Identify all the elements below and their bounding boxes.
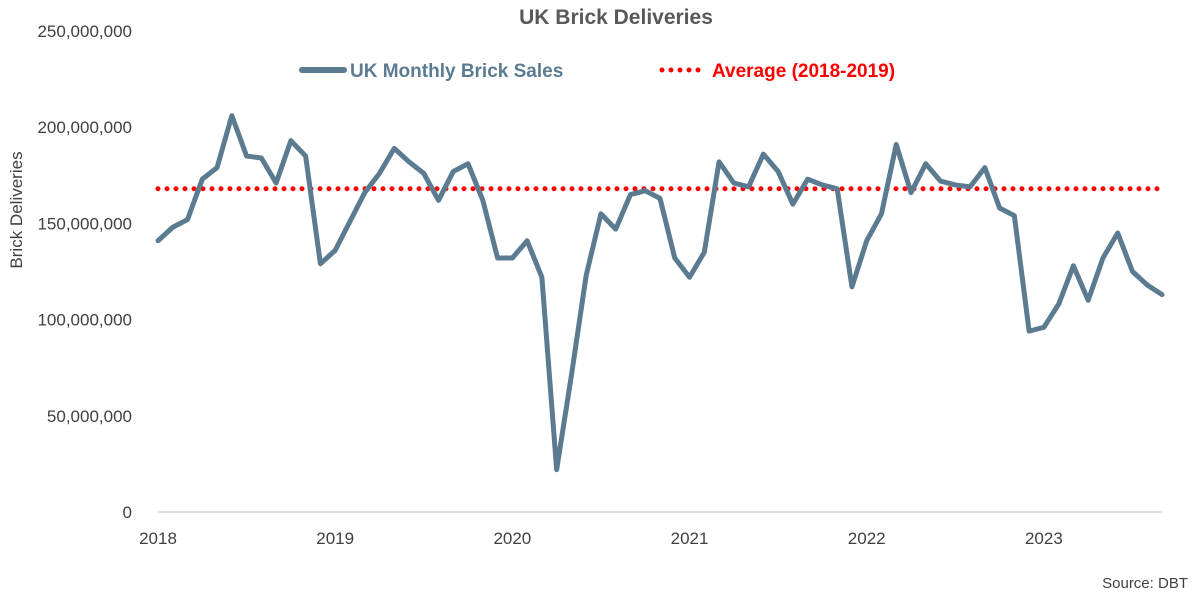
- x-axis-ticks: 2018 2019 2020 2021 2022 2023: [139, 529, 1063, 548]
- y-tick-label: 0: [123, 503, 132, 522]
- y-tick-label: 100,000,000: [37, 311, 132, 330]
- y-axis-label: Brick Deliveries: [7, 151, 26, 268]
- series-line-monthly-sales: [155, 113, 1165, 473]
- y-tick-label: 50,000,000: [47, 407, 132, 426]
- series-layer: [155, 113, 1165, 473]
- x-tick-label: 2020: [493, 529, 531, 548]
- source-note: Source: DBT: [1102, 575, 1188, 592]
- y-axis-ticks: 0 50,000,000 100,000,000 150,000,000 200,000…: [37, 22, 132, 522]
- x-tick-label: 2019: [316, 529, 354, 548]
- y-tick-label: 200,000,000: [37, 118, 132, 137]
- x-tick-label: 2021: [671, 529, 709, 548]
- legend-label-average: Average (2018-2019): [712, 61, 895, 82]
- y-tick-label: 150,000,000: [37, 214, 132, 233]
- x-tick-label: 2022: [848, 529, 886, 548]
- y-tick-label: 250,000,000: [37, 22, 132, 41]
- x-tick-label: 2023: [1025, 529, 1063, 548]
- legend: UK Monthly Brick Sales Average (2018-201…: [299, 61, 895, 82]
- legend-label-monthly-sales: UK Monthly Brick Sales: [350, 61, 563, 82]
- x-tick-label: 2018: [139, 529, 177, 548]
- chart-title: UK Brick Deliveries: [519, 6, 713, 29]
